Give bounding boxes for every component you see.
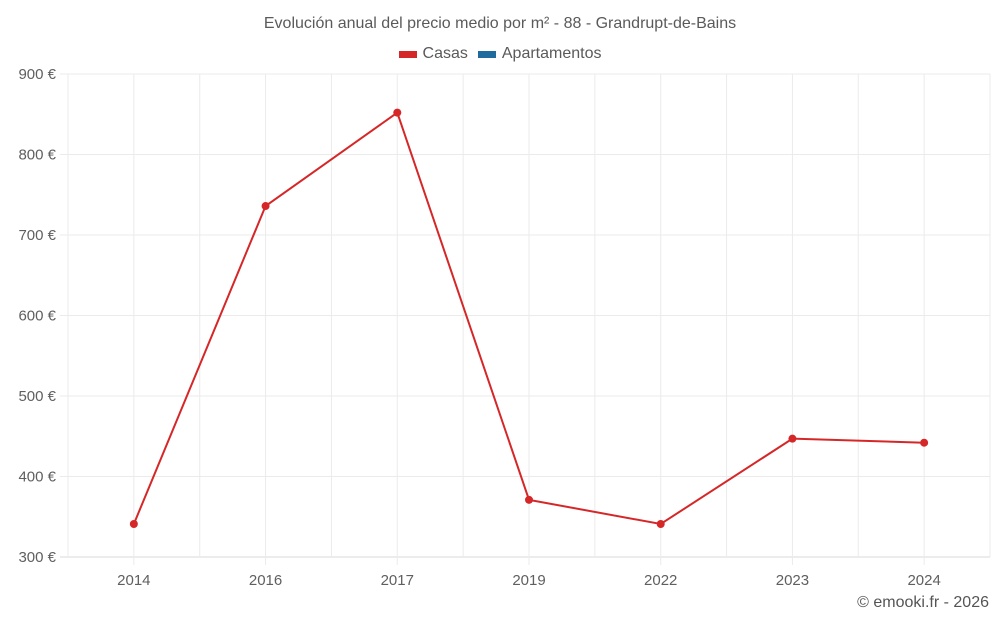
data-point[interactable]	[788, 434, 797, 443]
chart-legend: Casas Apartamentos	[0, 45, 1000, 63]
y-tick-label: 700 €	[18, 227, 56, 244]
y-tick-label: 800 €	[18, 147, 56, 164]
y-tick-label: 900 €	[18, 66, 56, 83]
data-point[interactable]	[129, 519, 138, 528]
y-tick-label: 500 €	[18, 388, 56, 405]
x-tick-label: 2024	[907, 572, 940, 589]
data-point[interactable]	[525, 495, 533, 504]
series-casas	[129, 108, 929, 528]
x-tick-label: 2016	[249, 572, 282, 589]
grid-lines	[60, 73, 991, 565]
data-point[interactable]	[261, 202, 270, 211]
chart-title: Evolución anual del precio medio por m² …	[263, 15, 737, 32]
data-point[interactable]	[656, 519, 665, 528]
credit-text: © emooki.fr - 2026	[857, 594, 989, 611]
x-tick-label: 2014	[117, 572, 150, 589]
data-point[interactable]	[920, 438, 929, 447]
data-point[interactable]	[393, 108, 402, 117]
x-tick-label: 2022	[644, 572, 677, 589]
legend-swatch-apartamentos	[477, 50, 496, 58]
x-tick-label: 2017	[381, 572, 414, 589]
legend-item-apartamentos[interactable]: Apartamentos	[477, 45, 602, 63]
legend-swatch-casas	[398, 50, 417, 58]
y-axis: 300 € 400 € 500 € 600 € 700 € 800 € 900 €	[18, 66, 56, 566]
y-tick-label: 400 €	[18, 469, 56, 486]
x-axis: 2014 2016 2017 2019 2022 2023 2024	[117, 572, 941, 589]
y-tick-label: 300 €	[18, 549, 56, 566]
x-tick-label: 2023	[776, 572, 809, 589]
legend-item-casas[interactable]: Casas	[398, 45, 468, 63]
y-tick-label: 600 €	[18, 308, 56, 325]
legend-label-casas: Casas	[422, 45, 468, 62]
x-tick-label: 2019	[512, 572, 545, 589]
legend-label-apartamentos: Apartamentos	[501, 45, 602, 62]
